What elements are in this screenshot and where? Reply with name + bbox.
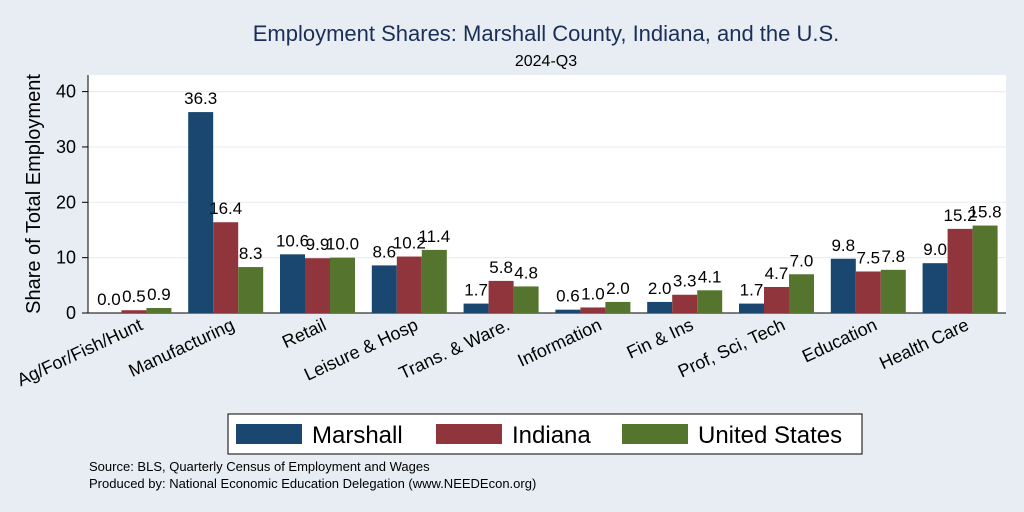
data-label: 5.8 bbox=[489, 258, 513, 277]
legend: Marshall Indiana United States bbox=[227, 413, 863, 455]
data-label: 11.4 bbox=[418, 227, 450, 246]
legend-box bbox=[227, 413, 863, 455]
data-label: 15.8 bbox=[969, 203, 1002, 222]
bars bbox=[121, 112, 998, 314]
legend-label: Indiana bbox=[512, 422, 591, 449]
bar-united-states bbox=[697, 290, 723, 313]
bar-marshall bbox=[739, 303, 764, 313]
bar-indiana bbox=[855, 271, 881, 313]
data-label: 1.0 bbox=[581, 284, 605, 303]
bar-united-states bbox=[605, 301, 631, 313]
data-label: 1.7 bbox=[464, 281, 488, 300]
data-label: 3.3 bbox=[673, 272, 697, 291]
data-label: 2.0 bbox=[606, 279, 630, 298]
bar-united-states bbox=[972, 225, 998, 313]
data-label: 15.2 bbox=[944, 206, 977, 225]
data-label: 8.6 bbox=[372, 242, 396, 261]
bar-indiana bbox=[947, 228, 973, 313]
legend-label: United States bbox=[698, 422, 842, 449]
data-label: 0.9 bbox=[147, 285, 171, 304]
bar-united-states bbox=[146, 308, 172, 313]
legend-label: Marshall bbox=[312, 422, 403, 449]
data-label: 0.6 bbox=[556, 287, 580, 306]
y-tick-label: 30 bbox=[56, 137, 76, 157]
y-axis-label: Share of Total Employment bbox=[23, 74, 45, 314]
bar-marshall bbox=[830, 258, 856, 313]
legend-swatch bbox=[622, 424, 688, 444]
bar-united-states bbox=[513, 286, 539, 313]
data-label: 4.7 bbox=[765, 264, 789, 283]
bar-marshall bbox=[188, 112, 214, 314]
data-label: 10.6 bbox=[276, 231, 309, 250]
bar-united-states bbox=[789, 274, 814, 313]
bar-marshall bbox=[280, 254, 305, 313]
y-tick-label: 40 bbox=[56, 82, 76, 102]
data-label: 1.7 bbox=[740, 281, 764, 300]
bar-indiana bbox=[213, 222, 239, 313]
y-tick-label: 10 bbox=[56, 248, 76, 268]
bar-indiana bbox=[305, 258, 330, 313]
bar-marshall bbox=[555, 309, 581, 313]
bar-united-states bbox=[421, 249, 447, 313]
bar-indiana bbox=[396, 256, 422, 313]
chart-subtitle: 2024-Q3 bbox=[515, 53, 577, 70]
source-line-1: Source: BLS, Quarterly Census of Employm… bbox=[89, 459, 430, 474]
bar-marshall bbox=[371, 265, 397, 313]
data-label: 0.0 bbox=[97, 290, 121, 309]
bar-indiana bbox=[580, 307, 606, 313]
data-label: 10.2 bbox=[393, 234, 426, 253]
bar-united-states bbox=[880, 269, 906, 313]
grid-lines bbox=[88, 91, 1006, 259]
data-label: 0.5 bbox=[122, 287, 146, 306]
data-label: 4.1 bbox=[698, 267, 722, 286]
data-label: 9.0 bbox=[923, 240, 947, 259]
data-label: 7.0 bbox=[790, 251, 814, 270]
data-label: 36.3 bbox=[184, 89, 217, 108]
legend-swatch bbox=[436, 424, 502, 444]
data-label: 16.4 bbox=[209, 199, 242, 218]
y-tick-label: 20 bbox=[56, 192, 76, 212]
data-label: 9.8 bbox=[831, 236, 855, 255]
bar-united-states bbox=[330, 257, 355, 313]
data-label: 7.5 bbox=[856, 248, 880, 267]
data-label: 10.0 bbox=[326, 235, 359, 254]
bar-marshall bbox=[463, 303, 489, 313]
data-label: 2.0 bbox=[648, 279, 672, 298]
bar-marshall bbox=[647, 301, 673, 313]
bar-indiana bbox=[121, 310, 147, 313]
bar-indiana bbox=[488, 280, 514, 313]
data-label: 4.8 bbox=[514, 263, 538, 282]
data-label: 7.8 bbox=[881, 247, 905, 266]
bar-united-states bbox=[238, 267, 264, 313]
data-labels: 0.0 0.5 0.9 36.3 16.4 8.3 10.69.910.0 8.610.211… bbox=[97, 89, 1002, 309]
source-line-2: Produced by: National Economic Education… bbox=[89, 476, 536, 491]
legend-swatch bbox=[236, 424, 302, 444]
bar-marshall bbox=[922, 263, 948, 313]
y-tick-label: 0 bbox=[66, 303, 76, 323]
data-label: 9.9 bbox=[306, 235, 330, 254]
bar-indiana bbox=[672, 294, 698, 313]
chart-title: Employment Shares: Marshall County, Indi… bbox=[253, 21, 840, 46]
bar-indiana bbox=[764, 286, 789, 313]
data-label: 8.3 bbox=[239, 244, 263, 263]
